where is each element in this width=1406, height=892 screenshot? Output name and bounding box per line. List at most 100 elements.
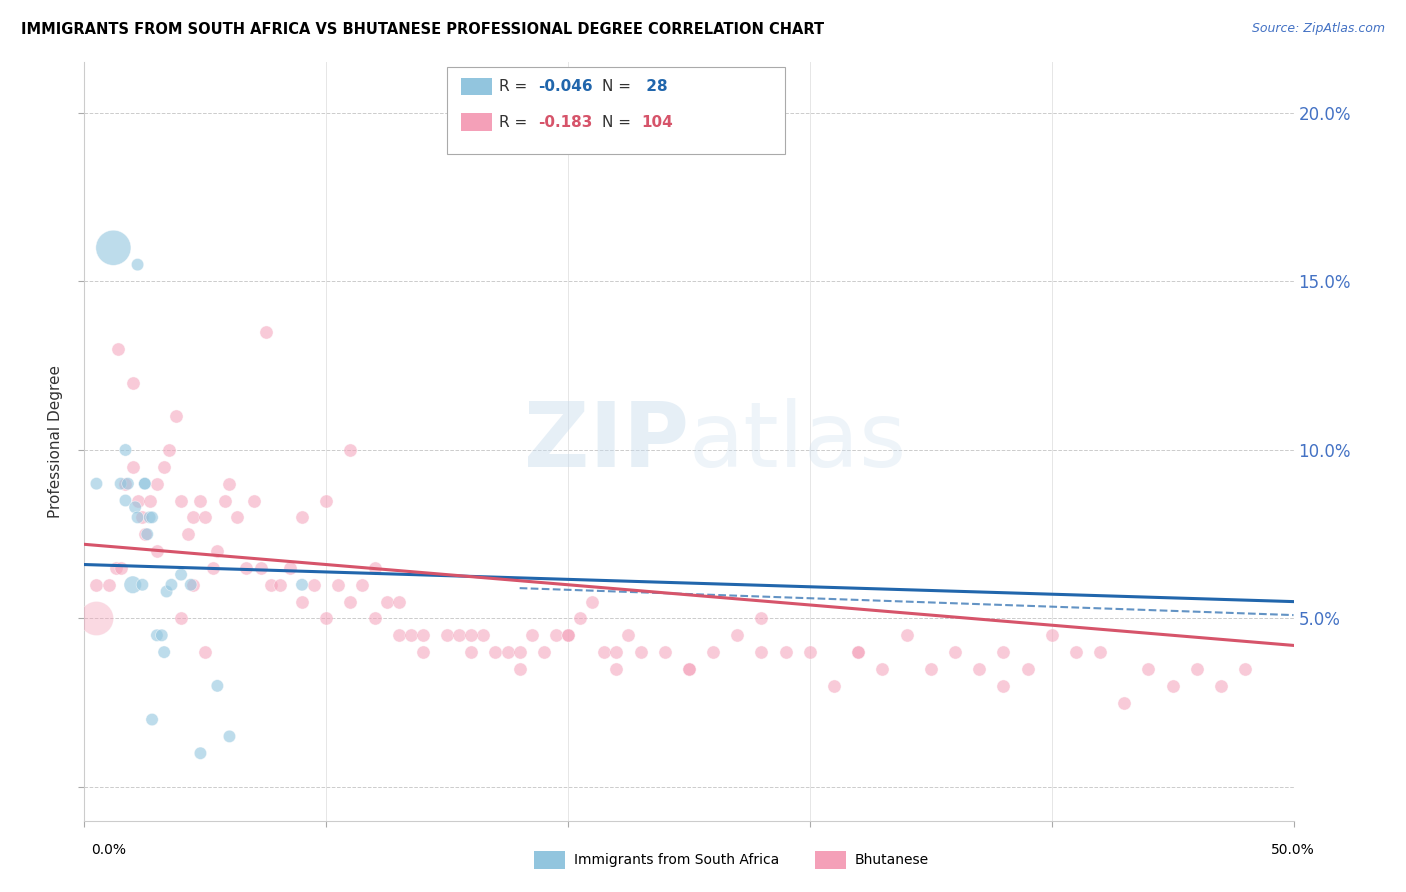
Point (291, 510, 314, 524)
Point (315, 493, 337, 508)
Point (131, 578, 153, 592)
Point (339, 442, 361, 457)
Point (138, 510, 160, 524)
Point (124, 500, 146, 515)
Point (967, 662, 990, 676)
Point (872, 662, 894, 676)
Point (1040, 628, 1063, 642)
Point (177, 527, 200, 541)
Point (388, 628, 411, 642)
Point (141, 713, 163, 727)
Point (472, 628, 495, 642)
Point (146, 476, 169, 491)
Point (127, 493, 149, 508)
Point (207, 679, 229, 693)
Point (1137, 662, 1160, 676)
Point (121, 578, 143, 592)
Point (86, 611, 108, 625)
Point (593, 645, 616, 659)
Point (436, 628, 458, 642)
Point (218, 476, 240, 491)
Point (86, 476, 108, 491)
Point (127, 510, 149, 524)
Point (449, 628, 471, 642)
Point (1185, 662, 1208, 676)
Point (269, 578, 291, 592)
Text: N =: N = (602, 79, 636, 94)
Point (250, 561, 273, 575)
Point (896, 628, 918, 642)
Point (165, 409, 187, 424)
Point (605, 662, 627, 676)
Text: R =: R = (499, 79, 533, 94)
Point (1234, 662, 1257, 676)
Point (509, 662, 531, 676)
Point (194, 645, 217, 659)
Point (751, 645, 773, 659)
Point (1209, 679, 1232, 693)
Point (388, 594, 411, 608)
Point (725, 628, 748, 642)
Point (569, 611, 592, 625)
Point (399, 628, 422, 642)
Point (678, 662, 700, 676)
Point (170, 493, 193, 508)
Text: -0.183: -0.183 (538, 115, 593, 129)
Point (134, 476, 156, 491)
Point (141, 510, 163, 524)
Point (157, 442, 180, 457)
Point (278, 561, 301, 575)
Point (993, 645, 1015, 659)
Point (110, 476, 132, 491)
Text: 28: 28 (641, 79, 668, 94)
Point (242, 493, 264, 508)
Point (131, 510, 153, 524)
Text: N =: N = (602, 115, 636, 129)
Point (557, 628, 579, 642)
Point (363, 611, 385, 625)
Point (117, 476, 139, 491)
Point (181, 510, 204, 524)
Point (846, 645, 869, 659)
Point (190, 493, 212, 508)
Point (702, 645, 724, 659)
Point (127, 258, 149, 272)
Point (328, 578, 350, 592)
Text: -0.046: -0.046 (538, 79, 593, 94)
Point (751, 611, 773, 625)
Point (86, 578, 108, 592)
Point (509, 645, 531, 659)
Point (150, 628, 173, 642)
Point (993, 679, 1015, 693)
Point (155, 584, 177, 599)
Point (630, 645, 652, 659)
Point (170, 611, 193, 625)
Point (291, 578, 314, 592)
Point (943, 645, 966, 659)
Point (136, 527, 159, 541)
Point (654, 645, 676, 659)
Point (134, 527, 156, 541)
Point (121, 459, 143, 474)
Point (823, 679, 845, 693)
Point (605, 645, 627, 659)
Point (153, 645, 176, 659)
Text: 0.0%: 0.0% (91, 843, 127, 857)
Point (533, 645, 555, 659)
Text: 104: 104 (641, 115, 673, 129)
Point (181, 578, 204, 592)
Point (207, 544, 229, 558)
Point (114, 442, 136, 457)
Point (846, 645, 869, 659)
Text: Source: ZipAtlas.com: Source: ZipAtlas.com (1251, 22, 1385, 36)
Point (254, 325, 277, 339)
Point (97, 578, 120, 592)
Point (544, 628, 567, 642)
Point (1017, 662, 1039, 676)
Point (460, 645, 482, 659)
Point (302, 578, 325, 592)
Point (103, 241, 125, 255)
Point (1114, 696, 1136, 710)
Point (146, 544, 169, 558)
Point (259, 578, 281, 592)
